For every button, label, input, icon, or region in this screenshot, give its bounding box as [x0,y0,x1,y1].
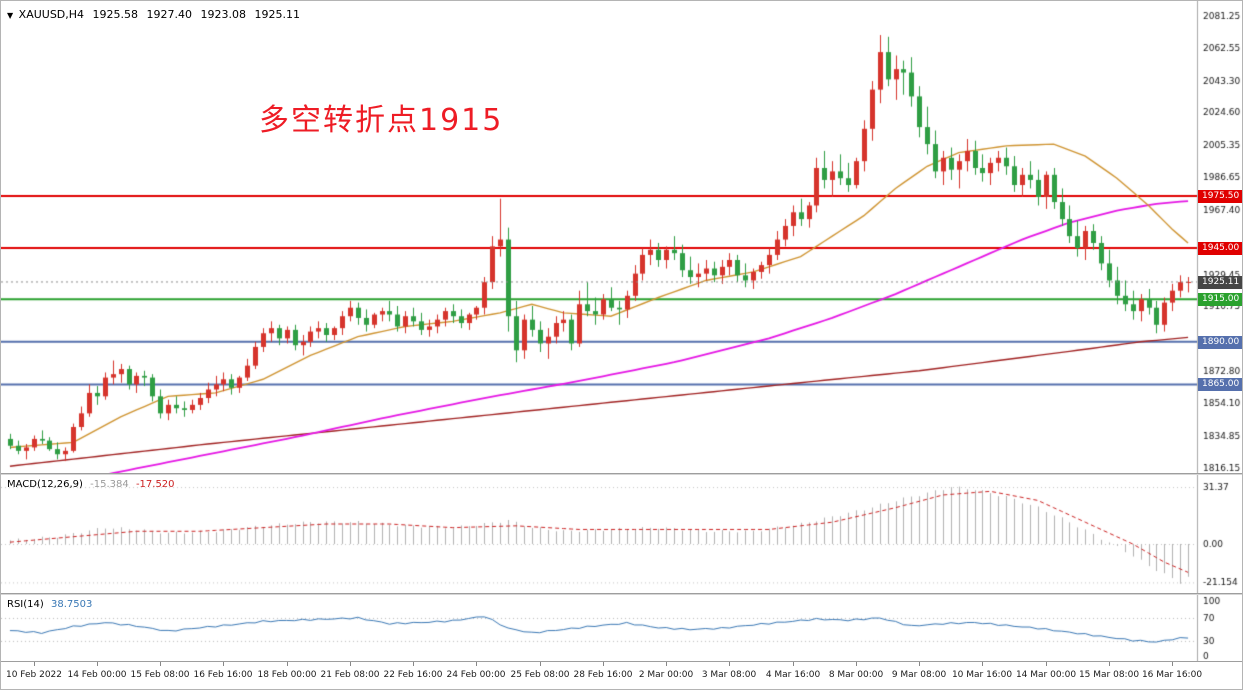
time-label: 9 Mar 08:00 [891,670,947,680]
time-tick [919,662,920,666]
chevron-down-icon[interactable]: ▼ [7,11,14,20]
time-tick [160,662,161,666]
time-label: 10 Feb 2022 [5,670,63,680]
panel-separator[interactable] [1,473,1242,475]
time-tick [856,662,857,666]
time-tick [666,662,667,666]
price-chart-canvas[interactable] [1,1,1242,473]
time-axis[interactable]: 10 Feb 2022 14 Feb 00:00 15 Feb 08:00 16 Fe… [1,662,1242,689]
time-tick [729,662,730,666]
macd-main-value: -15.384 [90,479,129,490]
symbol-info: ▼ XAUUSD,H4 1925.58 1927.40 1923.08 1925… [7,8,305,21]
chart-annotation-text[interactable]: 多空转折点1915 [259,103,504,138]
rsi-name: RSI(14) [7,599,44,610]
time-label: 28 Feb 16:00 [573,670,633,680]
time-label: 8 Mar 00:00 [828,670,884,680]
time-tick [603,662,604,666]
ohlc-low: 1923.08 [200,8,247,21]
time-tick [1046,662,1047,666]
ohlc-close: 1925.11 [254,8,301,21]
time-label: 14 Mar 00:00 [1015,670,1077,680]
current-price-badge: 1925.11 [1198,275,1242,289]
price-chart-panel: ▼ XAUUSD,H4 1925.58 1927.40 1923.08 1925… [1,1,1242,473]
time-tick [34,662,35,666]
time-label: 16 Mar 16:00 [1141,670,1203,680]
time-label: 22 Feb 16:00 [383,670,443,680]
macd-panel: MACD(12,26,9) -15.384 -17.520 [1,475,1242,593]
ohlc-open: 1925.58 [92,8,139,21]
time-label: 16 Feb 16:00 [193,670,253,680]
price-level-badge: 1975.50 [1198,190,1242,204]
ohlc-high: 1927.40 [146,8,193,21]
macd-signal-value: -17.520 [135,479,175,490]
time-label: 15 Feb 08:00 [130,670,190,680]
time-label: 21 Feb 08:00 [320,670,380,680]
price-level-badge: 1915.00 [1198,293,1242,307]
time-label: 10 Mar 16:00 [951,670,1013,680]
symbol-name: XAUUSD,H4 [18,8,85,21]
time-tick [287,662,288,666]
macd-label: MACD(12,26,9) -15.384 -17.520 [7,479,179,490]
rsi-panel: RSI(14) 38.7503 [1,595,1242,661]
price-level-badge: 1945.00 [1198,242,1242,256]
rsi-canvas[interactable] [1,595,1242,661]
time-tick [413,662,414,666]
time-tick [1109,662,1110,666]
rsi-axis[interactable] [1197,595,1242,661]
panel-separator[interactable] [1,593,1242,595]
time-label: 14 Feb 00:00 [67,670,127,680]
rsi-value: 38.7503 [50,599,93,610]
time-label: 3 Mar 08:00 [701,670,757,680]
time-tick [793,662,794,666]
time-label: 25 Feb 08:00 [510,670,570,680]
time-tick [982,662,983,666]
time-tick [350,662,351,666]
time-label: 4 Mar 16:00 [765,670,821,680]
macd-name: MACD(12,26,9) [7,479,83,490]
time-label: 15 Mar 08:00 [1078,670,1140,680]
price-level-badge: 1890.00 [1198,335,1242,349]
price-axis[interactable] [1197,1,1242,473]
time-tick [476,662,477,666]
rsi-label: RSI(14) 38.7503 [7,599,96,610]
macd-canvas[interactable] [1,475,1242,593]
time-tick [1172,662,1173,666]
panel-separator [1,661,1242,662]
time-tick [223,662,224,666]
time-label: 24 Feb 00:00 [446,670,506,680]
time-tick [540,662,541,666]
time-label: 2 Mar 00:00 [638,670,694,680]
time-label: 18 Feb 00:00 [257,670,317,680]
macd-axis[interactable] [1197,475,1242,593]
time-tick [97,662,98,666]
price-level-badge: 1865.00 [1198,378,1242,392]
